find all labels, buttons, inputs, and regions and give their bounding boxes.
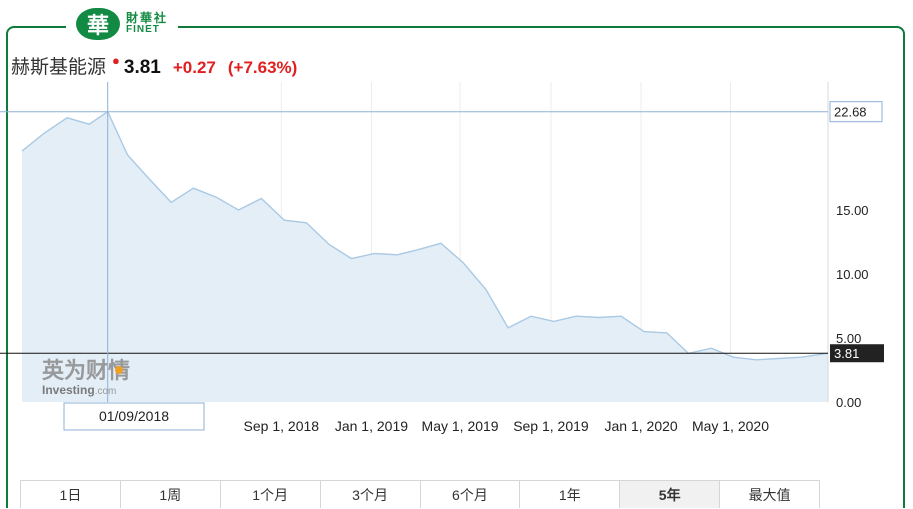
price-change: +0.27 <box>172 58 216 77</box>
data-point-10 <box>237 208 241 212</box>
data-point-24 <box>552 319 556 323</box>
data-point-3 <box>87 122 91 126</box>
x-tick-label-0: Sep 1, 2018 <box>244 418 320 434</box>
data-point-14 <box>327 243 331 247</box>
data-point-33 <box>754 358 758 362</box>
watermark-en-main: Investing <box>42 383 95 397</box>
data-point-6 <box>146 176 150 180</box>
x-tick-label-3: Sep 1, 2019 <box>513 418 589 434</box>
x-tick-label-5: May 1, 2020 <box>692 418 769 434</box>
data-point-8 <box>191 186 195 190</box>
data-point-19 <box>439 241 443 245</box>
brand-mark-icon: 華 <box>76 8 120 40</box>
range-tabs: 1日 1周 1个月 3个月 6个月 1年 5年 最大值 <box>20 480 820 508</box>
data-point-0 <box>20 149 24 153</box>
data-point-13 <box>304 221 308 225</box>
crosshair-value-box <box>829 101 883 123</box>
watermark-en-suffix: .com <box>95 386 117 397</box>
x-tick-label-1: Jan 1, 2019 <box>335 418 408 434</box>
last-price-label: 3.81 <box>834 346 859 361</box>
data-point-26 <box>597 316 601 320</box>
last-price-label-bg <box>830 344 884 363</box>
x-tick-label-4: Jan 1, 2020 <box>605 418 678 434</box>
data-point-9 <box>214 195 218 199</box>
finet-logo: 華 財華社 FINET <box>66 6 179 42</box>
price-change-percent: (+7.63%) <box>227 58 298 77</box>
y-tick-label-3: 15.00 <box>836 203 869 218</box>
data-point-12 <box>282 218 286 222</box>
data-point-27 <box>619 314 623 318</box>
price-area <box>22 111 828 402</box>
stock-price: 3.81 <box>123 57 161 78</box>
stock-name: 赫斯基能源 <box>11 57 107 78</box>
data-point-32 <box>731 355 735 359</box>
range-tab-3[interactable]: 3个月 <box>321 481 421 508</box>
range-tab-2[interactable]: 1个月 <box>221 481 321 508</box>
quote-header: 赫斯基能源 ● 3.81 +0.27 (+7.63%) <box>11 52 298 78</box>
range-tab-0[interactable]: 1日 <box>21 481 121 508</box>
data-point-29 <box>665 331 669 335</box>
data-point-25 <box>574 314 578 318</box>
data-point-34 <box>777 357 781 361</box>
y-tick-label-2: 10.00 <box>836 267 869 282</box>
brand-name-en: FINET <box>126 24 160 35</box>
range-tab-6[interactable]: 5年 <box>620 481 721 508</box>
range-tab-7[interactable]: 最大值 <box>748 487 791 503</box>
data-point-1 <box>42 131 46 135</box>
crosshair-value-label: 22.68 <box>834 105 867 120</box>
data-point-20 <box>461 261 465 265</box>
range-tab-5[interactable]: 1年 <box>520 481 621 508</box>
y-tick-label-1: 5.00 <box>836 331 861 346</box>
data-point-22 <box>506 326 510 330</box>
x-tick-label-2: May 1, 2019 <box>422 418 499 434</box>
data-point-35 <box>799 355 803 359</box>
data-point-7 <box>169 200 173 204</box>
data-point-18 <box>416 248 420 252</box>
data-point-2 <box>65 116 69 120</box>
watermark-dot-icon <box>115 366 123 374</box>
data-point-11 <box>259 197 263 201</box>
data-point-5 <box>126 153 130 157</box>
data-point-15 <box>350 257 354 261</box>
crosshair-date-label: 01/09/2018 <box>99 408 169 424</box>
data-point-31 <box>709 346 713 350</box>
brand-text: 財華社 FINET <box>126 11 169 35</box>
widget-frame <box>6 26 905 508</box>
brand-name-cn: 財華社 <box>126 11 169 25</box>
y-tick-label-0: 0.00 <box>836 395 861 410</box>
data-point-17 <box>395 253 399 257</box>
watermark-en: Investing.com <box>42 383 116 397</box>
data-point-28 <box>642 330 646 334</box>
crosshair-date-box <box>63 402 205 431</box>
range-tab-4[interactable]: 6个月 <box>421 481 521 508</box>
data-point-16 <box>372 252 376 256</box>
data-point-21 <box>484 287 488 291</box>
live-indicator-icon: ● <box>112 53 120 68</box>
data-point-23 <box>529 314 533 318</box>
range-tab-1[interactable]: 1周 <box>121 481 221 508</box>
